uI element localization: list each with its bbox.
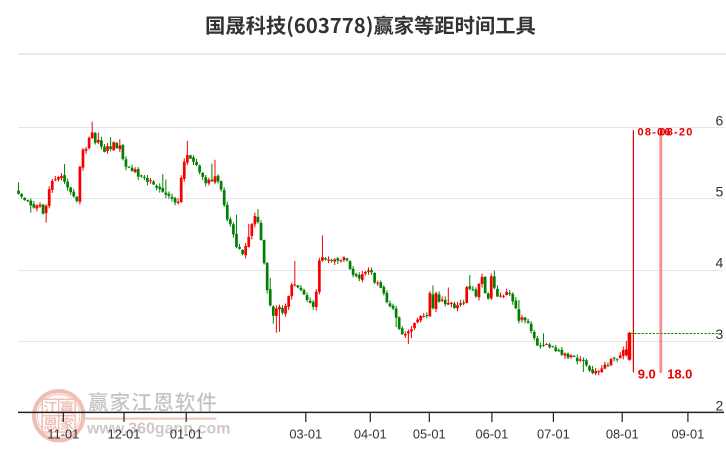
svg-text:06-01: 06-01 [476, 427, 509, 442]
svg-text:2: 2 [716, 397, 724, 413]
svg-text:09-01: 09-01 [672, 427, 705, 442]
svg-text:08-01: 08-01 [606, 427, 639, 442]
svg-text:9.0: 9.0 [638, 366, 656, 381]
svg-text:11-01: 11-01 [47, 427, 79, 442]
svg-text:6: 6 [716, 113, 724, 129]
svg-text:www.360gann.com: www.360gann.com [86, 421, 230, 438]
svg-text:5: 5 [716, 184, 724, 200]
svg-text:07-01: 07-01 [537, 427, 570, 442]
svg-text:03-01: 03-01 [289, 427, 322, 442]
svg-text:01-01: 01-01 [170, 427, 203, 442]
svg-text:4: 4 [716, 255, 724, 271]
svg-text:05-01: 05-01 [413, 427, 446, 442]
svg-text:08-06: 08-06 [638, 127, 672, 139]
svg-text:04-01: 04-01 [354, 427, 387, 442]
svg-text:18.0: 18.0 [667, 366, 692, 381]
svg-text:12-01: 12-01 [108, 427, 141, 442]
svg-text:08-20: 08-20 [659, 127, 693, 139]
